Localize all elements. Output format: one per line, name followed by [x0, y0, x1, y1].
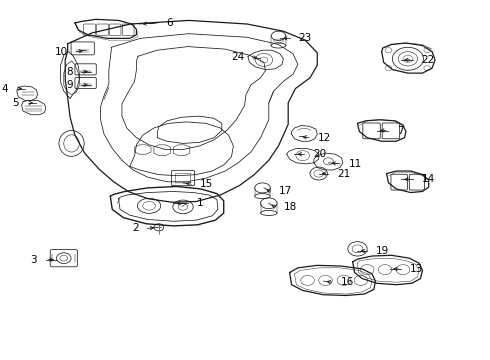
Text: 5: 5 — [13, 98, 19, 108]
Text: 22: 22 — [421, 55, 435, 65]
Text: 7: 7 — [397, 126, 404, 135]
Text: 8: 8 — [66, 67, 73, 77]
Text: 23: 23 — [298, 33, 312, 43]
Text: 3: 3 — [30, 255, 37, 265]
Text: 21: 21 — [337, 168, 350, 179]
Text: 1: 1 — [196, 198, 203, 208]
Text: 24: 24 — [231, 52, 244, 62]
Text: 13: 13 — [410, 264, 423, 274]
Text: 11: 11 — [349, 159, 362, 169]
Text: 16: 16 — [341, 277, 354, 287]
Text: 2: 2 — [132, 224, 139, 233]
Text: 6: 6 — [166, 18, 172, 28]
Text: 4: 4 — [1, 84, 8, 94]
Text: 20: 20 — [313, 149, 326, 159]
Text: 10: 10 — [54, 46, 68, 57]
Text: 17: 17 — [279, 186, 292, 197]
Text: 14: 14 — [421, 174, 435, 184]
Text: 19: 19 — [376, 246, 389, 256]
Text: 9: 9 — [66, 80, 73, 90]
Text: 12: 12 — [318, 133, 331, 143]
Text: 15: 15 — [200, 179, 213, 189]
Text: 18: 18 — [284, 202, 297, 212]
